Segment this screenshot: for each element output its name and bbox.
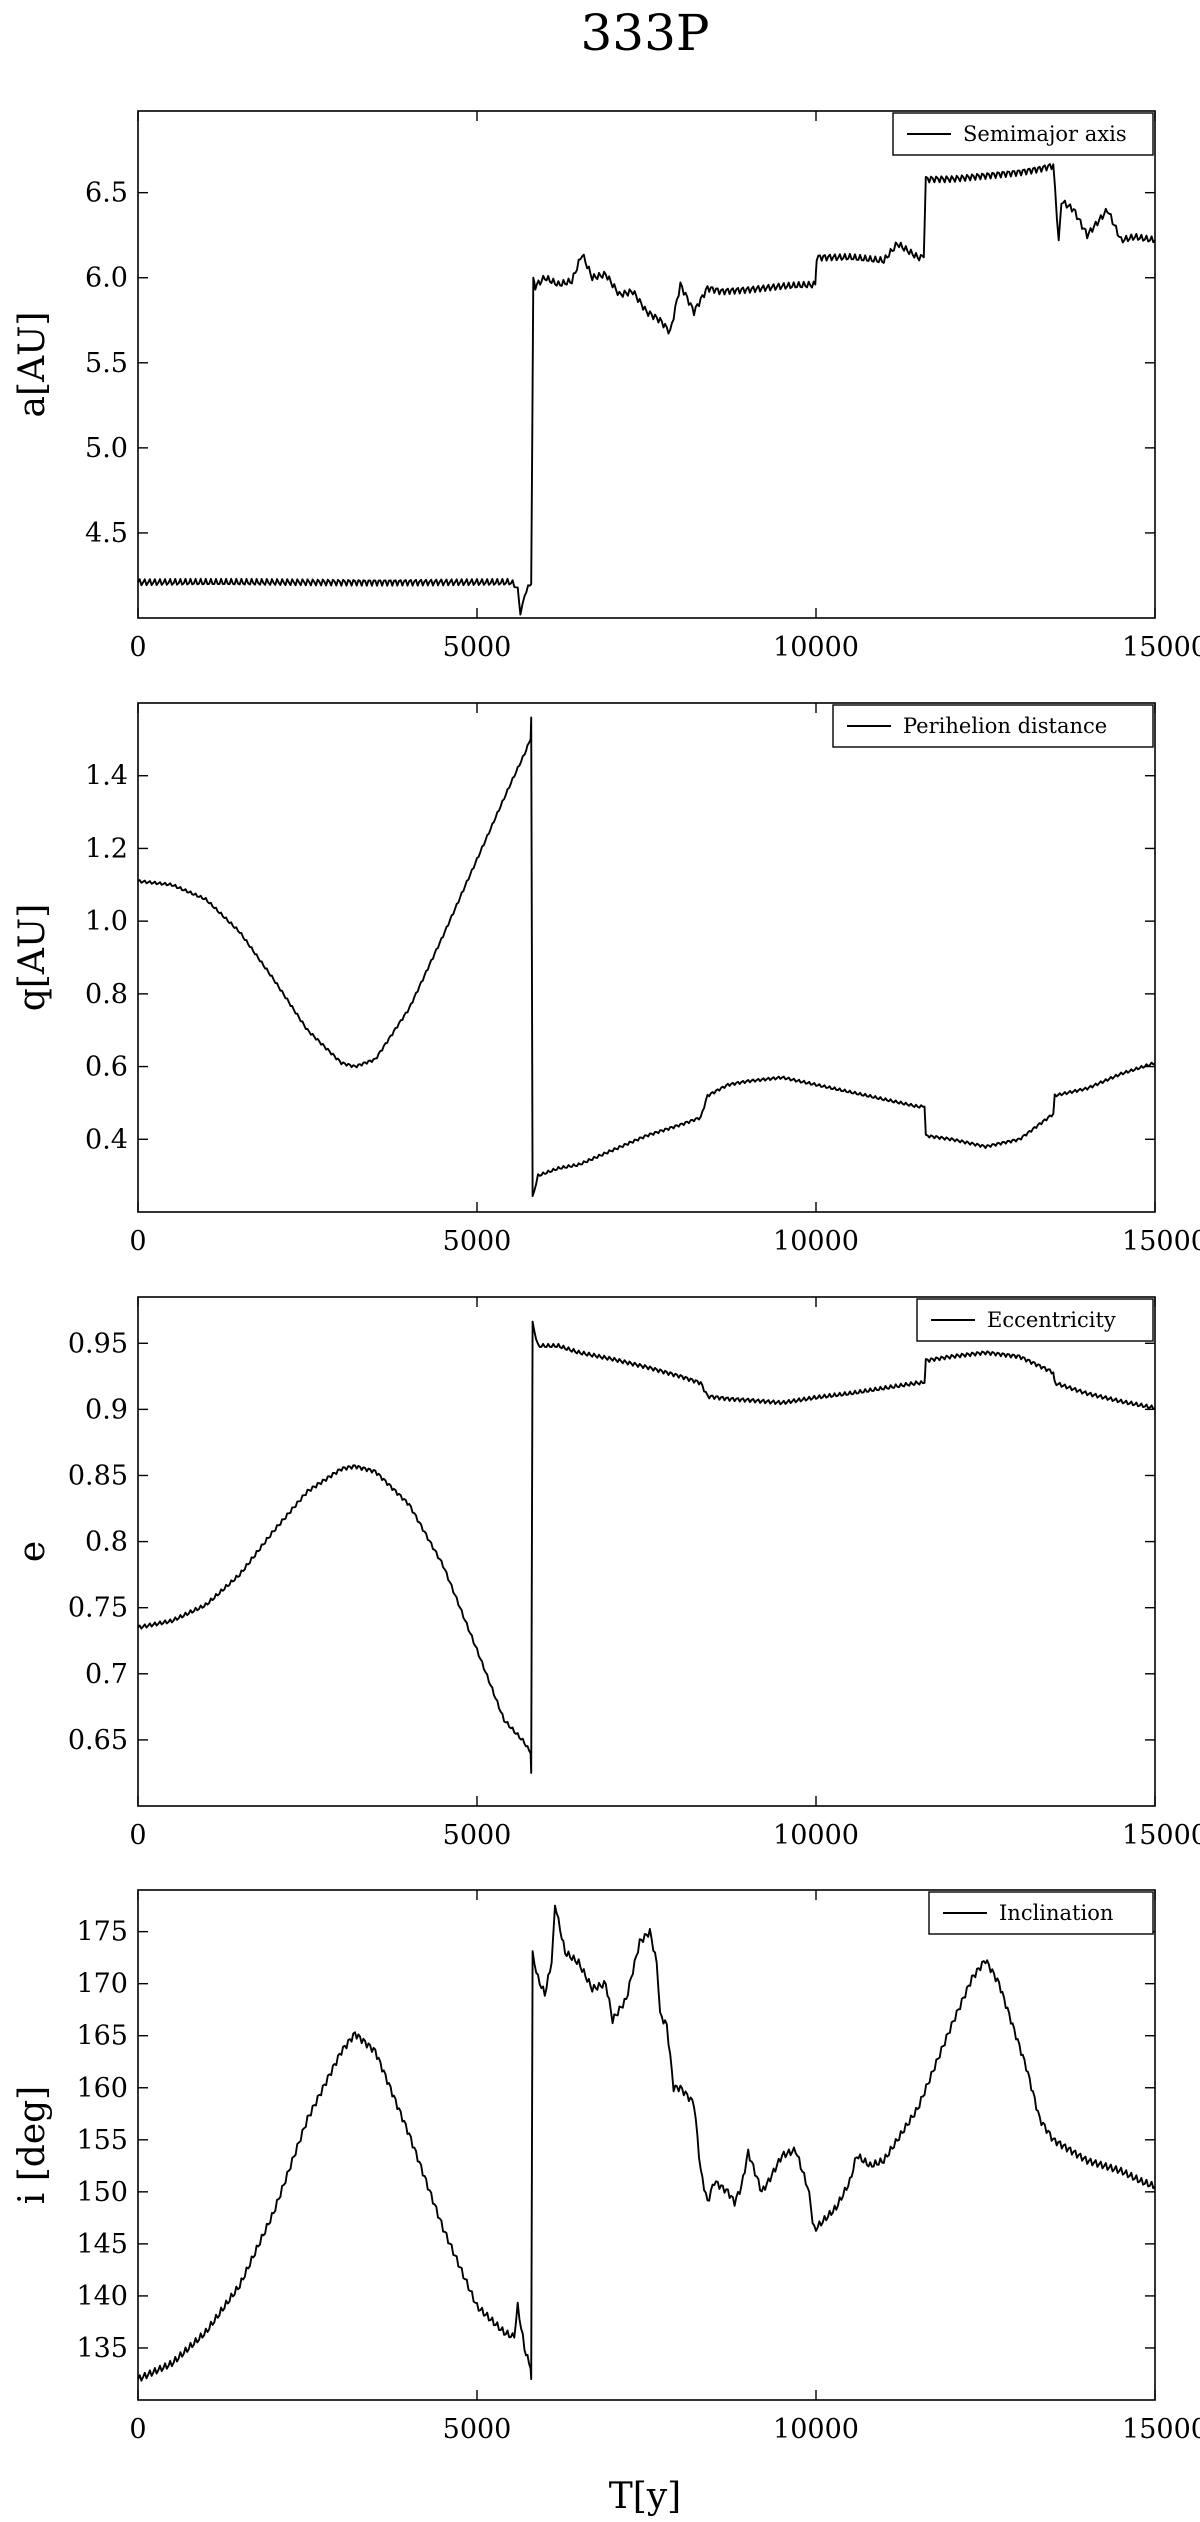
x-tick-label: 10000 — [773, 632, 859, 663]
x-tick-label: 10000 — [773, 1820, 859, 1851]
y-tick-label: 145 — [76, 2229, 128, 2260]
y-tick-label: 175 — [76, 1917, 128, 1948]
x-tick-label: 0 — [129, 1226, 146, 1257]
y-tick-label: 0.6 — [85, 1052, 128, 1083]
figure-title: 333P — [580, 4, 709, 62]
y-axis-label: a[AU] — [12, 312, 53, 418]
eccentricity-plot-frame — [137, 1296, 1156, 1807]
eccentricity-series-line — [137, 1320, 1156, 1774]
x-tick-label: 5000 — [443, 1226, 512, 1257]
y-tick-label: 1.4 — [85, 761, 128, 792]
legend-label: Semimajor axis — [963, 122, 1127, 146]
y-tick-label: 165 — [76, 2021, 128, 2052]
inclination-panel: 0 5000 10000 15000 135 140 145 150 155 160 165 170 1… — [12, 1889, 1200, 2445]
y-tick-label: 5.5 — [85, 348, 128, 379]
y-tick-label: 0.8 — [85, 1527, 128, 1558]
x-tick-label: 15000 — [1122, 632, 1200, 663]
x-tick-label: 5000 — [443, 632, 512, 663]
y-tick-label: 140 — [76, 2281, 128, 2312]
y-tick-label: 150 — [76, 2177, 128, 2208]
y-tick-label: 1.2 — [85, 833, 128, 864]
y-tick-label: 0.95 — [68, 1328, 128, 1359]
inclination-series-line — [137, 1904, 1156, 2382]
y-tick-label: 170 — [76, 1969, 128, 2000]
x-tick-label: 0 — [129, 2414, 146, 2445]
eccentricity-legend: Eccentricity — [916, 1298, 1154, 1342]
semimajor-axis-series-line — [137, 163, 1156, 616]
x-tick-label: 0 — [129, 632, 146, 663]
y-tick-label: 6.5 — [85, 178, 128, 209]
x-tick-label: 15000 — [1122, 1820, 1200, 1851]
y-tick-label: 0.8 — [85, 979, 128, 1010]
y-tick-label: 0.85 — [68, 1460, 128, 1491]
perihelion-distance-panel: 0 5000 10000 15000 0.4 0.6 0.8 1.0 1.2 1.4 q[AU] Pe… — [12, 702, 1200, 1257]
y-tick-label: 155 — [76, 2125, 128, 2156]
x-tick-label: 10000 — [773, 1226, 859, 1257]
y-tick-label: 0.4 — [85, 1124, 128, 1155]
y-tick-label: 0.7 — [85, 1659, 128, 1690]
y-tick-label: 1.0 — [85, 906, 128, 937]
semimajor-axis-plot-frame — [137, 110, 1156, 619]
y-tick-label: 6.0 — [85, 263, 128, 294]
y-tick-label: 0.65 — [68, 1725, 128, 1756]
legend-box — [892, 112, 1154, 156]
perihelion-distance-plot-frame — [137, 702, 1156, 1213]
y-tick-label: 4.5 — [85, 518, 128, 549]
legend-label: Inclination — [999, 1901, 1113, 1925]
legend-label: Eccentricity — [987, 1308, 1116, 1332]
perihelion-distance-series-line — [137, 716, 1156, 1198]
y-tick-label: 5.0 — [85, 433, 128, 464]
x-tick-label: 15000 — [1122, 1226, 1200, 1257]
x-tick-label: 0 — [129, 1820, 146, 1851]
x-tick-label: 5000 — [443, 1820, 512, 1851]
y-axis-label: i [deg] — [12, 2086, 53, 2204]
eccentricity-panel: 0 5000 10000 15000 0.65 0.7 0.75 0.8 0.85 0.9 0.95… — [12, 1296, 1200, 1851]
x-axis-label: T[y] — [609, 2476, 681, 2517]
semimajor-axis-legend: Semimajor axis — [892, 112, 1154, 156]
semimajor-axis-panel: 0 5000 10000 15000 4.5 5.0 5.5 6.0 6.5 a[AU] Semim… — [12, 110, 1200, 663]
y-tick-label: 135 — [76, 2333, 128, 2364]
x-tick-label: 15000 — [1122, 2414, 1200, 2445]
y-axis-label: q[AU] — [12, 904, 53, 1011]
legend-label: Perihelion distance — [903, 714, 1107, 738]
x-tick-label: 5000 — [443, 2414, 512, 2445]
x-tick-label: 10000 — [773, 2414, 859, 2445]
y-tick-label: 0.9 — [85, 1394, 128, 1425]
y-tick-label: 160 — [76, 2073, 128, 2104]
perihelion-distance-legend: Perihelion distance — [832, 704, 1154, 748]
y-tick-label: 0.75 — [68, 1593, 128, 1624]
y-axis-label: e — [12, 1541, 53, 1562]
inclination-legend: Inclination — [928, 1891, 1154, 1935]
inclination-plot-frame — [137, 1889, 1156, 2401]
